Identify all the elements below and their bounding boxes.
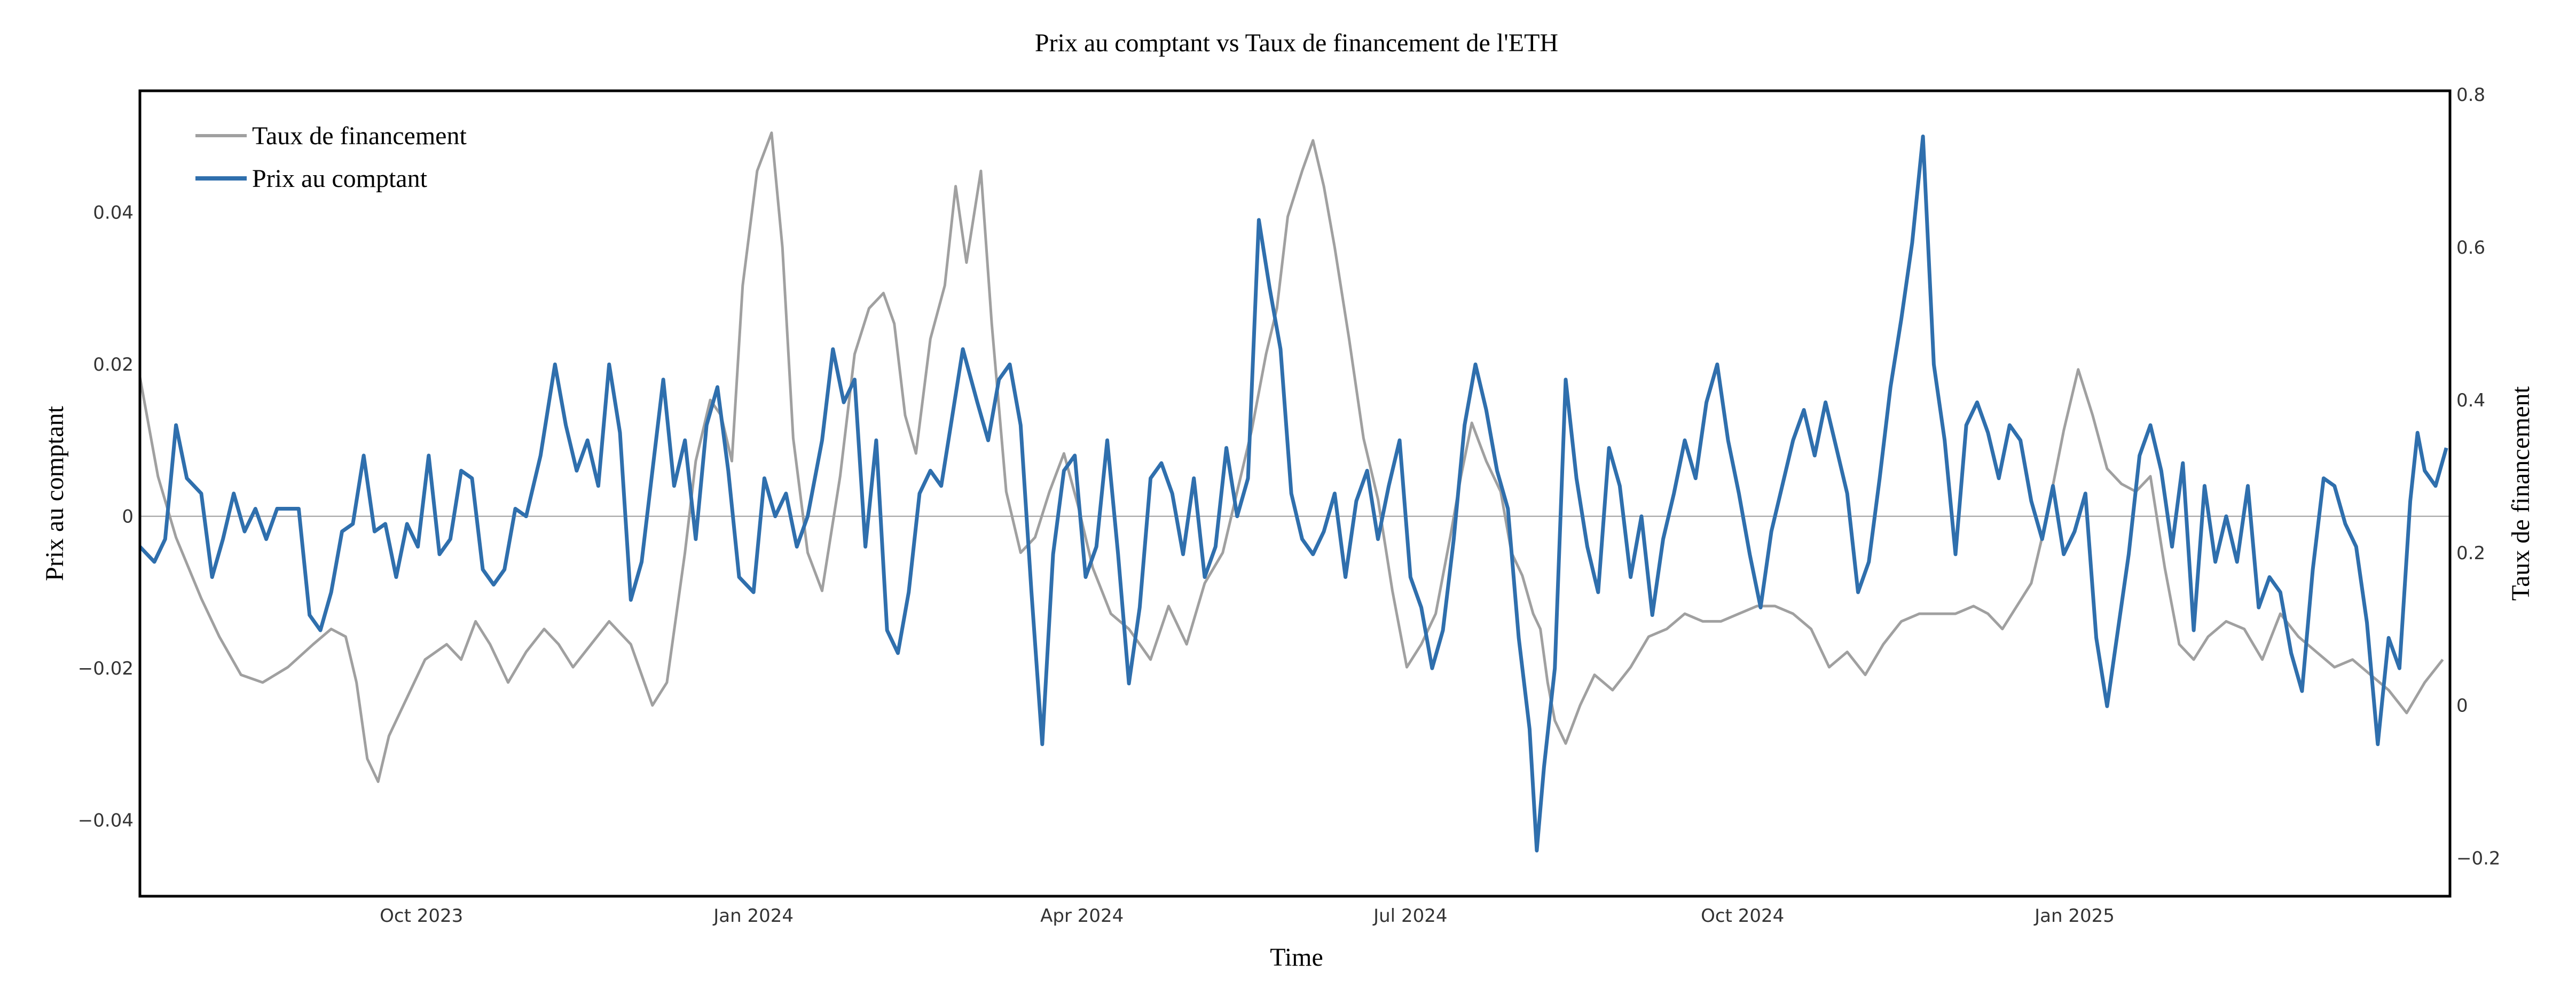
y-tick-label: −0.04 [78, 810, 133, 832]
legend-label-1: Prix au comptant [252, 164, 428, 193]
series-line-0 [138, 131, 2444, 784]
legend-label-0: Taux de financement [252, 122, 467, 150]
chart-title: Prix au comptant vs Taux de financement … [1035, 29, 1558, 57]
y-tick-label: 0.02 [93, 354, 133, 375]
y-tick-label: 0.04 [93, 202, 133, 224]
y-axis-ticks: 0.04 0.02 0 −0.02 −0.04 [78, 202, 133, 832]
x-tick-label: Apr 2024 [1040, 905, 1124, 927]
plot-area [138, 89, 2452, 898]
plot-frame [138, 89, 2452, 898]
y2-tick-label: 0.4 [2456, 390, 2485, 411]
x-axis-title: Time [1270, 943, 1323, 972]
y-axis-title: Prix au comptant [41, 405, 69, 581]
y2-tick-label: 0.2 [2456, 543, 2485, 564]
y2-axis-ticks: 0.8 0.6 0.4 0.2 0 −0.2 [2456, 84, 2501, 869]
y-tick-label: 0 [122, 506, 133, 528]
x-axis-ticks: Oct 2023 Jan 2024 Apr 2024 Jul 2024 Oct 2024… [380, 905, 2115, 927]
x-tick-label: Jan 2025 [2033, 905, 2115, 927]
x-tick-label: Oct 2024 [1701, 905, 1784, 927]
legend: Taux de financement Prix au comptant [195, 122, 467, 193]
plot-background [140, 91, 2450, 896]
x-tick-label: Oct 2023 [380, 905, 463, 927]
y2-tick-label: 0.8 [2456, 84, 2485, 106]
y2-tick-label: −0.2 [2456, 848, 2501, 870]
x-tick-label: Jul 2024 [1372, 905, 1447, 927]
y2-tick-label: 0.6 [2456, 237, 2485, 258]
y2-axis-title: Taux de financement [2507, 386, 2535, 600]
y-tick-label: −0.02 [78, 658, 133, 679]
series-line-1 [138, 134, 2448, 853]
x-tick-label: Jan 2024 [712, 905, 794, 927]
y2-tick-label: 0 [2456, 695, 2468, 717]
